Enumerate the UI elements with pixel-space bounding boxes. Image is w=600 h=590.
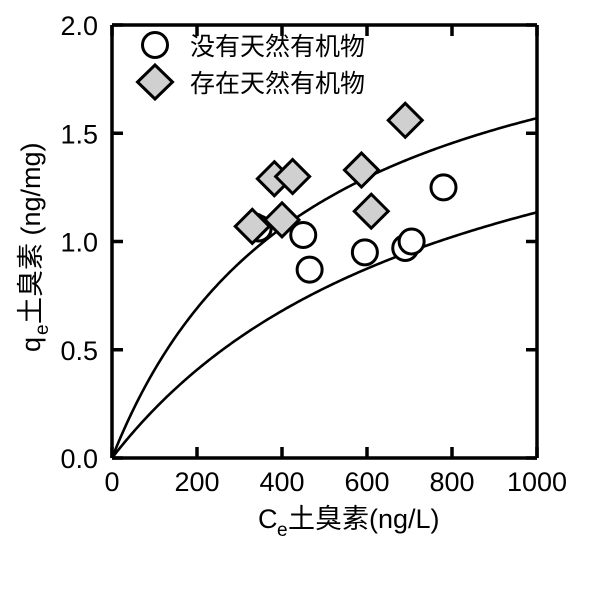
y-tick-label: 0.0	[60, 444, 98, 474]
data-points	[233, 101, 458, 284]
diamond-data-point	[233, 207, 272, 246]
tick-marks	[110, 23, 539, 460]
legend-label-with-nom: 存在天然有机物	[190, 70, 365, 98]
x-tick-label: 400	[259, 467, 304, 497]
y-tick-label: 0.5	[60, 336, 98, 366]
diamond-data-point	[262, 200, 302, 239]
circle-data-point	[397, 227, 426, 256]
y-tick-label: 1.5	[60, 119, 98, 149]
x-axis-title: C e 土臭素(ng/L)	[258, 504, 440, 541]
y-axis-title-main: q	[16, 337, 46, 352]
x-axis-title-rest: 土臭素(ng/L)	[288, 504, 440, 534]
circle-marker-icon	[141, 31, 169, 59]
legend-item-circle[interactable]: 没有天然有机物	[141, 31, 366, 62]
series-with-nom	[233, 101, 425, 246]
diamond-data-point	[342, 150, 381, 190]
y-tick-label: 2.0	[60, 11, 98, 41]
legend-label-no-nom: 没有天然有机物	[190, 33, 365, 61]
diamond-marker-icon	[135, 62, 175, 102]
x-axis-title-subscript: e	[277, 520, 288, 541]
y-tick-label: 1.0	[60, 228, 98, 258]
x-tick-label: 0	[104, 467, 119, 497]
fit-curves	[110, 116, 538, 459]
x-tick-label: 600	[344, 467, 389, 497]
legend: 没有天然有机物 存在天然有机物	[135, 31, 366, 102]
circle-data-point	[295, 255, 324, 284]
x-axis-title-main: C	[258, 504, 278, 534]
circle-data-point	[289, 221, 318, 250]
diamond-data-point	[352, 192, 391, 231]
lower-fit-curve	[110, 211, 538, 459]
y-axis-title-rest: 土臭素 (ng/mg)	[16, 142, 46, 324]
y-axis-title-subscript: e	[32, 324, 53, 335]
upper-fit-curve	[110, 116, 538, 459]
y-tick-labels: 0.0 0.5 1.0 1.5 2.0	[60, 11, 98, 474]
x-tick-label: 200	[174, 467, 219, 497]
diamond-data-point	[386, 101, 425, 140]
diamond-data-point	[273, 157, 312, 196]
x-tick-label: 1000	[507, 467, 567, 497]
circle-data-point	[350, 238, 379, 267]
y-axis-title: q e 土臭素 (ng/mg)	[16, 142, 53, 352]
circle-data-point	[429, 173, 458, 202]
x-tick-labels: 0 200 400 600 800 1000	[104, 467, 567, 497]
x-tick-label: 800	[429, 467, 474, 497]
legend-item-diamond[interactable]: 存在天然有机物	[135, 62, 366, 102]
